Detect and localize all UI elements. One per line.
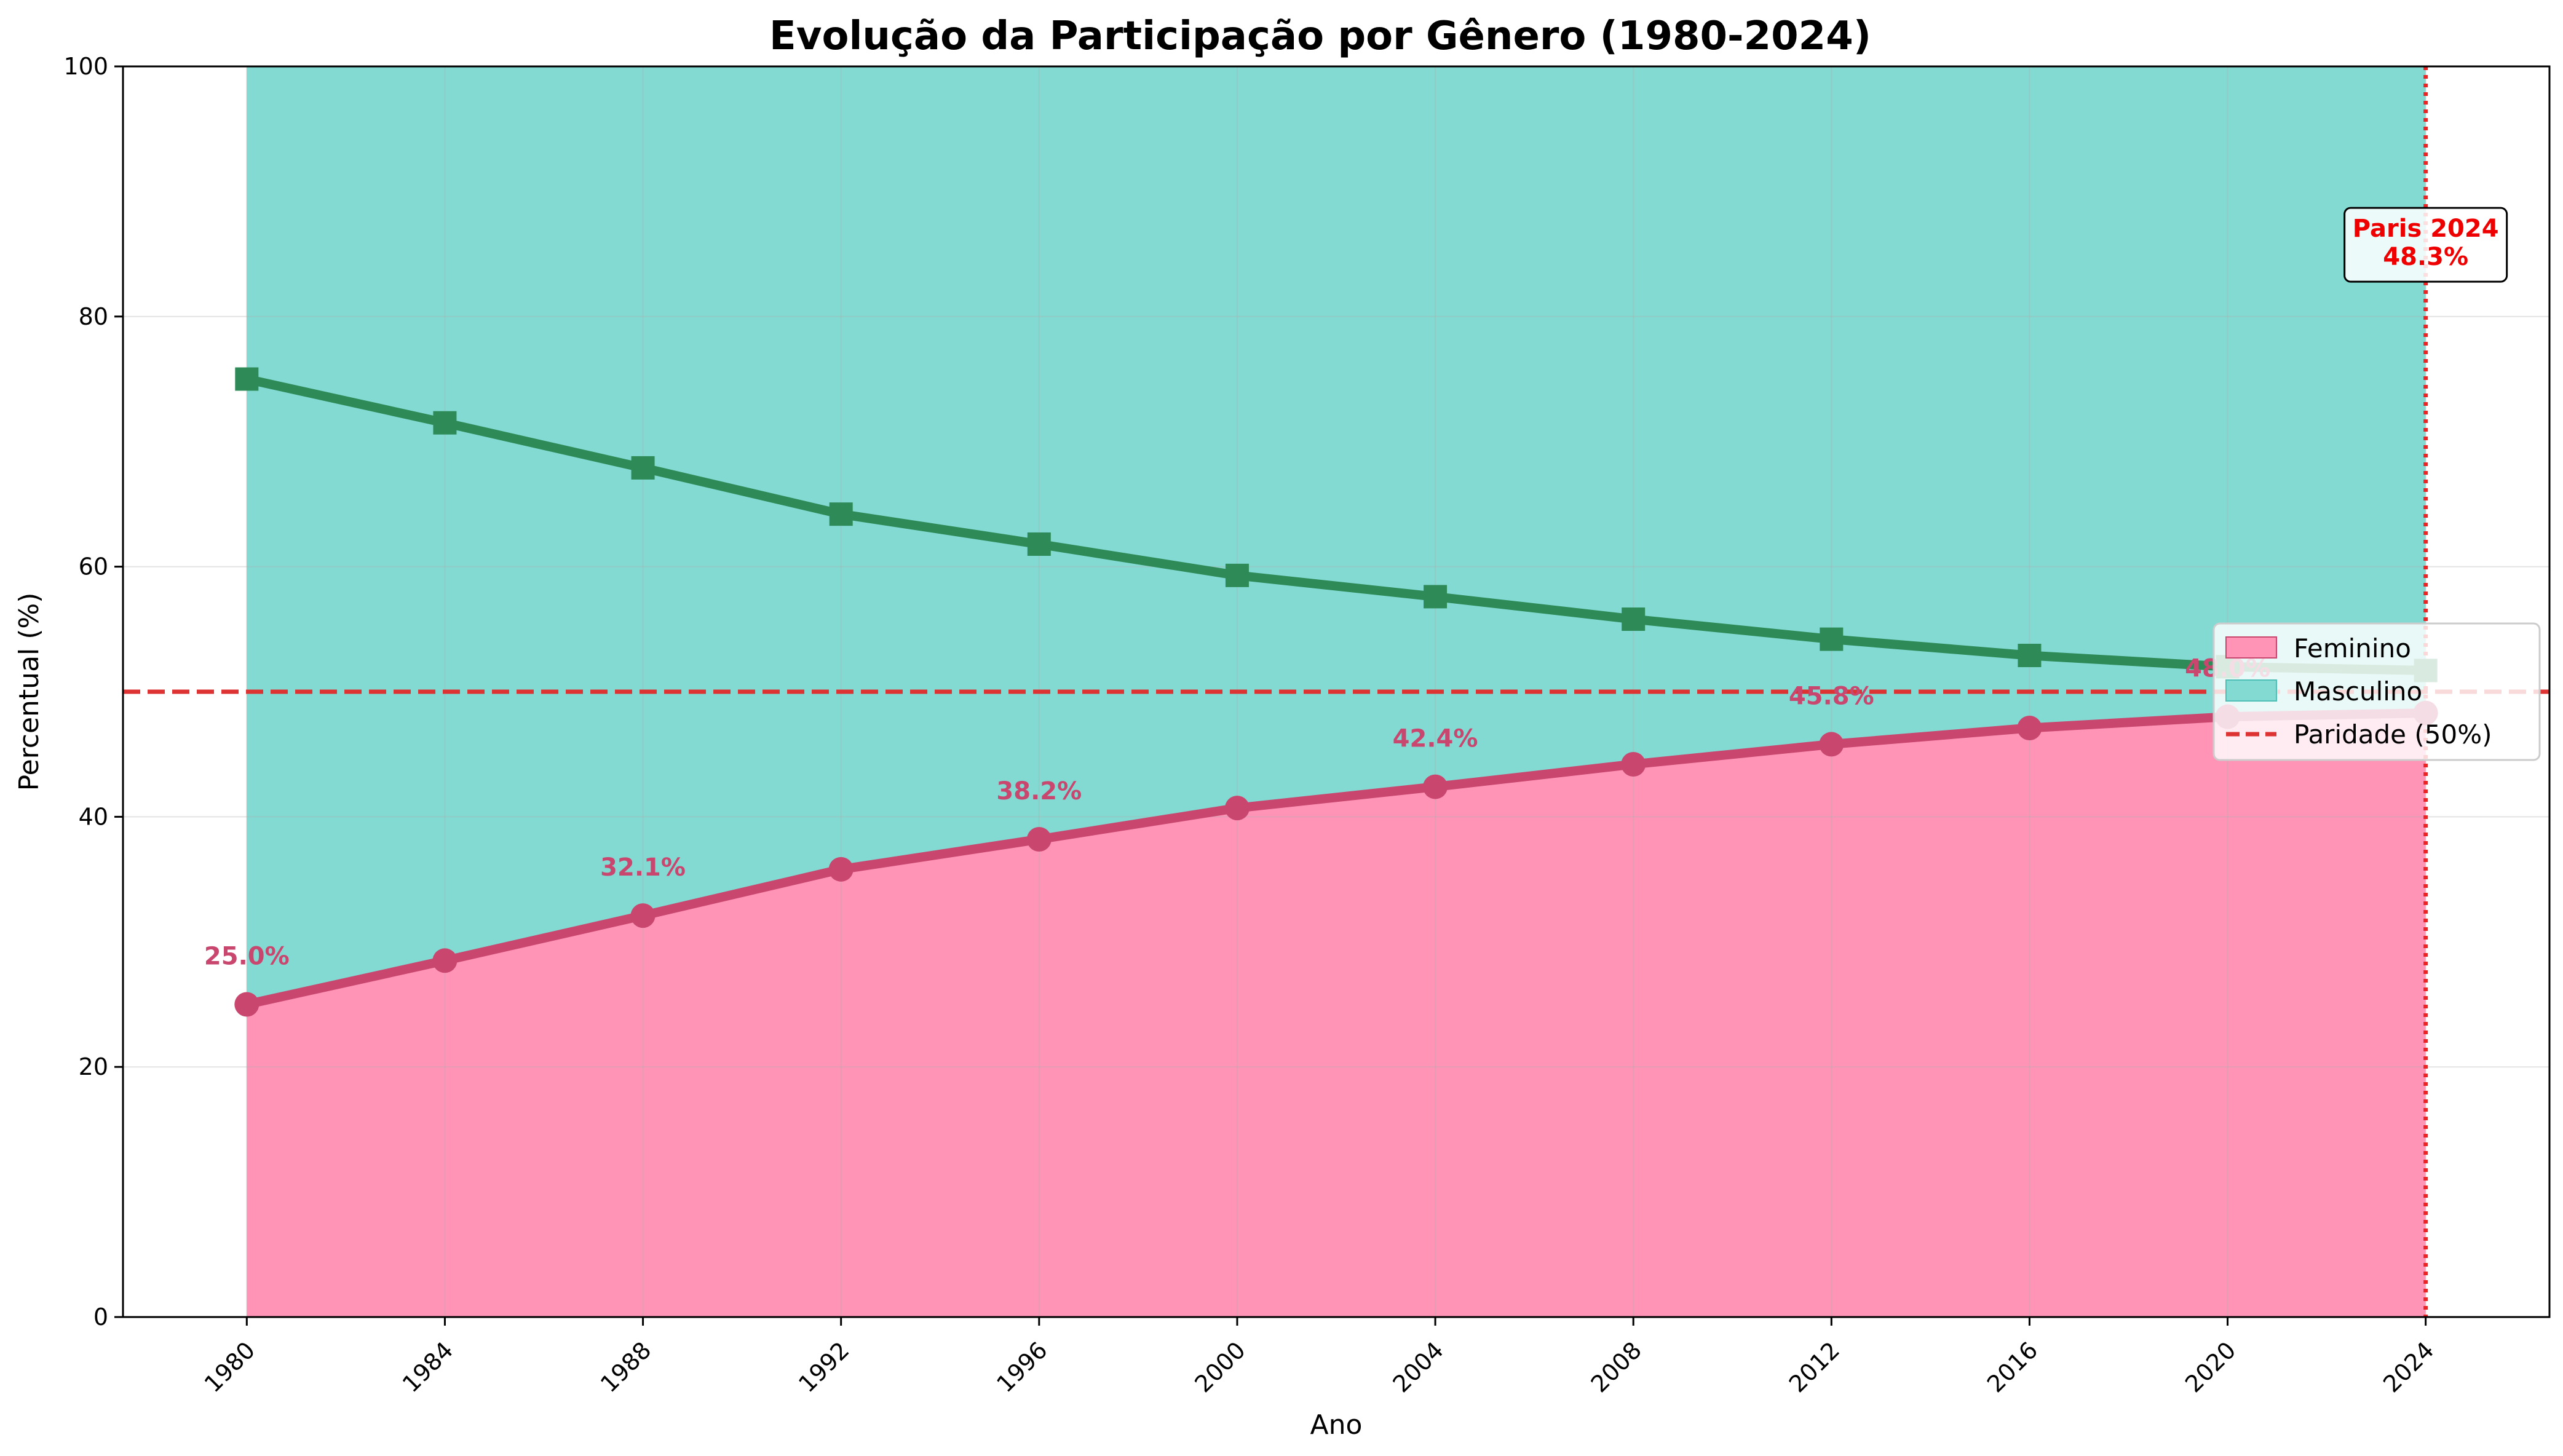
- data-label: 25.0%: [204, 943, 290, 971]
- point-feminino: [432, 948, 458, 973]
- point-masculino: [235, 367, 259, 391]
- point-masculino: [631, 456, 655, 480]
- plot-area: 25.0%32.1%38.2%42.4%45.8%48.0%Paris 2024…: [63, 53, 2551, 1398]
- point-feminino: [234, 992, 259, 1017]
- point-masculino: [1027, 532, 1051, 556]
- point-masculino: [1424, 585, 1448, 609]
- series-line-feminino: [242, 708, 2431, 1009]
- annotation-text: 48.3%: [2383, 243, 2468, 271]
- x-axis-title: Ano: [1310, 1409, 1363, 1441]
- legend: Feminino Masculino Paridade (50%): [2212, 622, 2541, 761]
- y-tick-label: 0: [93, 1304, 108, 1331]
- point-masculino: [1820, 627, 1844, 651]
- point-masculino: [433, 411, 457, 435]
- legend-label: Paridade (50%): [2294, 719, 2492, 750]
- point-feminino: [1819, 732, 1844, 757]
- data-label: 32.1%: [600, 853, 686, 882]
- point-masculino: [1225, 563, 1249, 587]
- point-feminino: [1026, 827, 1052, 852]
- legend-label: Feminino: [2294, 633, 2411, 663]
- y-tick-label: 60: [79, 553, 108, 580]
- area-masculino: [247, 66, 2426, 1005]
- legend-label: Masculino: [2294, 676, 2422, 706]
- y-tick-label: 80: [79, 303, 108, 330]
- point-feminino: [630, 903, 656, 928]
- y-tick-label: 100: [63, 53, 108, 80]
- annotation-text: Paris 2024: [2353, 215, 2499, 243]
- point-masculino: [2018, 644, 2042, 668]
- chart-title: Evolução da Participação por Gênero (198…: [769, 14, 1871, 59]
- point-feminino: [1224, 796, 1250, 821]
- series-line-masculino: [242, 374, 2431, 675]
- legend-swatch: [2225, 636, 2277, 659]
- point-feminino: [1423, 774, 1448, 799]
- y-tick-label: 40: [79, 803, 108, 830]
- point-feminino: [1621, 751, 1646, 777]
- annotation-box: [2343, 207, 2508, 283]
- data-label: 45.8%: [1789, 682, 1874, 710]
- legend-box: [2212, 622, 2541, 761]
- point-feminino: [828, 857, 854, 882]
- y-axis-title: Percentual (%): [14, 593, 45, 791]
- point-masculino: [829, 502, 853, 526]
- point-feminino: [2017, 715, 2042, 740]
- data-label: 38.2%: [996, 777, 1082, 805]
- point-masculino: [1622, 607, 1646, 631]
- axes-frame: [122, 65, 2551, 1318]
- data-label: 42.4%: [1393, 725, 1478, 753]
- area-feminino: [247, 713, 2426, 1317]
- y-tick-label: 20: [79, 1053, 108, 1080]
- legend-swatch: [2225, 679, 2277, 702]
